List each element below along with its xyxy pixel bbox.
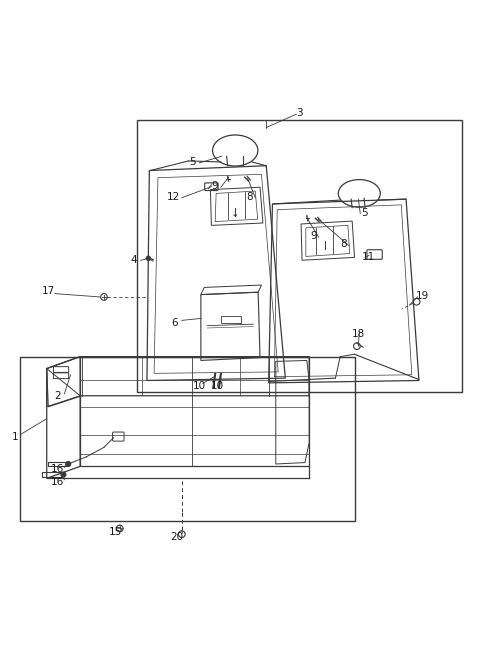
Text: 20: 20 [170,532,183,542]
Text: 19: 19 [416,291,429,300]
Text: 8: 8 [341,239,348,249]
Text: 10: 10 [211,381,224,391]
Text: 2: 2 [54,391,61,401]
Text: 11: 11 [362,253,375,262]
Text: 10: 10 [193,381,206,391]
Circle shape [61,472,66,477]
Text: 17: 17 [42,286,55,296]
Text: 16: 16 [51,477,64,487]
Text: 5: 5 [189,157,195,167]
Text: 4: 4 [131,255,137,265]
Text: 1: 1 [12,432,18,441]
Text: 9: 9 [212,181,218,192]
Text: 9: 9 [311,232,317,241]
Text: 6: 6 [171,318,178,328]
Text: 15: 15 [108,527,121,537]
Circle shape [66,462,71,466]
Text: 12: 12 [167,192,180,202]
Text: 5: 5 [361,207,367,218]
Text: 16: 16 [51,464,64,474]
Text: 18: 18 [352,329,365,338]
Text: 8: 8 [246,192,253,202]
Circle shape [146,256,151,260]
Text: 3: 3 [296,108,303,118]
